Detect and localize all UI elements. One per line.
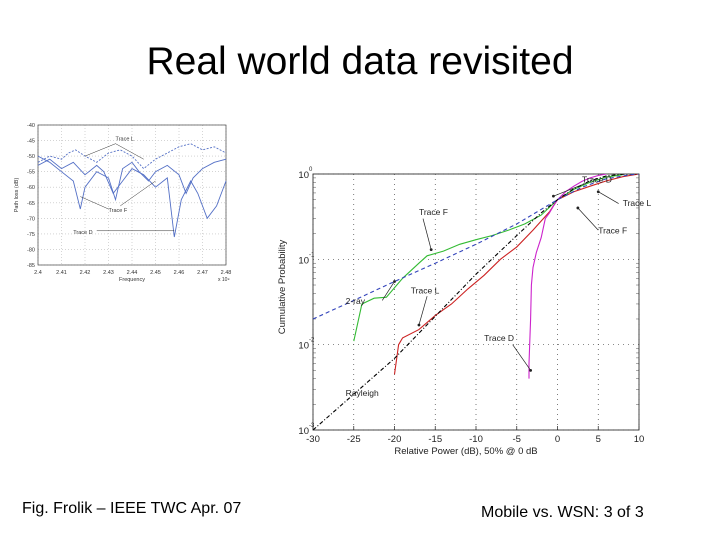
x-tick-label: 2.44	[127, 270, 138, 276]
y-tick-label: -55	[27, 170, 35, 176]
annotation-arrowhead	[529, 368, 533, 372]
annotation-label: Trace F	[598, 226, 627, 236]
series-line-trace-f	[353, 174, 623, 342]
y-tick-label: 10	[298, 426, 309, 437]
x-tick-label: -15	[428, 434, 442, 445]
y-tick-label: -50	[27, 154, 35, 160]
annotation-arrowhead	[576, 206, 580, 210]
x-tick-label: 2.46	[174, 270, 185, 276]
plot-frame	[312, 173, 640, 431]
annotation-label: Trace F	[109, 208, 128, 214]
annotation-arrow	[381, 281, 395, 301]
annotation-label: Trace F	[419, 207, 448, 217]
annotation-arrow	[598, 191, 619, 204]
x-tick-label: -30	[306, 434, 320, 445]
y-axis-label: Path loss (dB)	[14, 178, 20, 213]
y-tick-label: -60	[27, 185, 35, 191]
series-line	[37, 158, 227, 238]
annotation-arrow	[84, 143, 116, 157]
annotation-arrow	[577, 207, 599, 231]
annotation-label: Trace D	[73, 230, 92, 236]
annotation-arrow	[115, 143, 144, 160]
annotation-label: 2-ray	[346, 296, 366, 306]
annotation-label: Trace L	[623, 198, 652, 208]
series-line-trace-d	[528, 174, 607, 379]
x-tick-label: -20	[388, 434, 402, 445]
series-line-trace-l	[393, 174, 639, 375]
x-tick-label: 2.41	[56, 270, 67, 276]
series-line-rayleigh	[313, 174, 639, 430]
slide-title: Real world data revisited	[146, 40, 574, 83]
annotation-arrow	[120, 180, 156, 207]
y-tick-label: 10	[298, 255, 309, 266]
y-tick-exponent: -3	[309, 423, 315, 429]
x-tick-label: 2.42	[80, 270, 91, 276]
x-tick-label: 2.47	[197, 270, 208, 276]
x-tick-label: -5	[513, 434, 521, 445]
slide-footer: Mobile vs. WSN: 3 of 3	[481, 504, 644, 521]
x-tick-label: 10	[634, 434, 645, 445]
annotation-label: Trace L	[116, 137, 134, 143]
figure-caption: Fig. Frolik – IEEE TWC Apr. 07	[22, 500, 242, 517]
series-group	[313, 174, 639, 430]
y-tick-label: -85	[27, 263, 35, 269]
annotation-label: Trace D	[582, 174, 612, 184]
x-tick-label: 2.45	[150, 270, 161, 276]
annotation-arrow	[418, 296, 428, 326]
annotation-arrow	[553, 182, 587, 197]
x-tick-label: 5	[596, 434, 601, 445]
x-tick-label: 0	[555, 434, 560, 445]
y-axis-label: Cumulative Probability	[277, 239, 288, 334]
x-tick-label: -25	[347, 434, 361, 445]
x-tick-label: -10	[469, 434, 483, 445]
series-line	[37, 143, 227, 170]
annotation-label: Trace D	[484, 333, 514, 343]
y-tick-label: -70	[27, 216, 35, 222]
y-tick-label: 10	[298, 341, 309, 352]
annotation-arrow	[80, 196, 109, 210]
x-tick-label: 2.4	[34, 270, 42, 276]
annotation-arrow	[512, 344, 531, 371]
y-tick-label: -45	[27, 139, 35, 145]
annotation-arrowhead	[552, 194, 555, 198]
x-axis-label: Relative Power (dB), 50% @ 0 dB	[394, 446, 537, 457]
x-tick-label: 2.43	[103, 270, 114, 276]
y-tick-label: -75	[27, 232, 35, 238]
y-tick-exponent: 0	[309, 167, 313, 173]
y-tick-label: -80	[27, 247, 35, 253]
annotation-label: Rayleigh	[346, 388, 379, 398]
y-tick-exponent: -1	[309, 252, 315, 258]
x-axis-label: Frequency	[119, 277, 145, 283]
y-tick-label: -65	[27, 201, 35, 207]
y-tick-label: -40	[27, 123, 35, 129]
y-tick-exponent: -2	[309, 338, 315, 344]
chart-frequency-response: 2.4 2.41 2.42 2.43 2.44 2.45 2.46 2.47 2.48 -40 -4…	[14, 123, 231, 283]
x-tick-label: 2.48	[221, 270, 232, 276]
annotation-arrowhead	[393, 280, 396, 283]
plot-frame	[37, 124, 227, 266]
annotation-label: Trace L	[411, 285, 440, 295]
annotation-arrowhead	[596, 190, 600, 194]
annotation-arrowhead	[429, 248, 433, 252]
x-multiplier-label: x 10⁹	[218, 277, 230, 283]
series-line	[37, 155, 227, 210]
series-line-2-ray	[313, 174, 639, 320]
annotation-arrow	[422, 218, 432, 250]
y-tick-label: 10	[298, 170, 309, 181]
annotation-arrowhead	[417, 323, 421, 327]
